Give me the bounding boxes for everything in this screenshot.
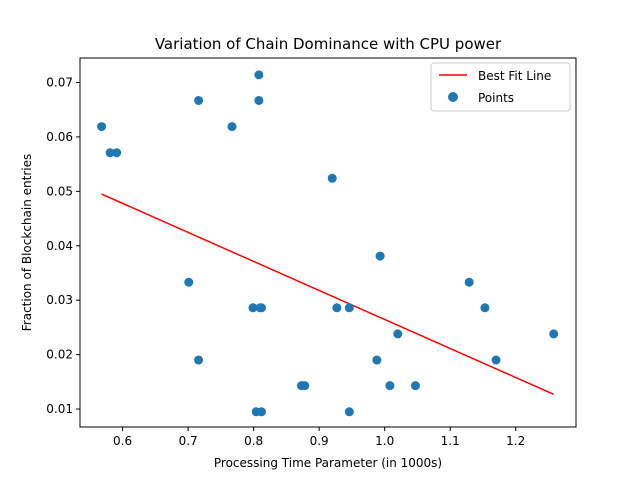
x-tick-label: 0.8: [244, 434, 263, 448]
data-point: [491, 355, 501, 365]
data-point: [464, 277, 474, 287]
x-axis-label: Processing Time Parameter (in 1000s): [214, 456, 442, 470]
y-tick-label: 0.02: [46, 348, 73, 362]
axes: [79, 57, 577, 428]
y-tick-label: 0.06: [46, 130, 73, 144]
legend-point-swatch: [448, 92, 458, 102]
data-point: [227, 122, 237, 132]
y-axis-ticks: 0.01 0.02 0.03 0.04 0.05 0.06 0.07: [46, 75, 80, 416]
legend: Best Fit Line Points: [430, 62, 571, 112]
plot-frame: [79, 57, 577, 428]
x-axis-ticks: 0.6 0.7 0.8 0.9 1.0 1.1 1.2: [113, 427, 525, 448]
data-point: [393, 329, 403, 339]
y-tick-label: 0.04: [46, 239, 73, 253]
data-point: [112, 148, 122, 158]
data-point: [300, 381, 310, 391]
x-tick-label: 1.1: [441, 434, 460, 448]
data-point: [256, 303, 266, 313]
data-point: [410, 381, 420, 391]
data-point: [97, 122, 107, 132]
data-point: [344, 407, 354, 417]
data-point: [254, 95, 264, 105]
x-tick-label: 1.2: [506, 434, 525, 448]
plot-area: [97, 70, 559, 417]
data-point: [105, 148, 115, 158]
data-point: [480, 303, 490, 313]
data-point: [375, 251, 385, 261]
x-tick-label: 0.6: [113, 434, 132, 448]
data-point: [254, 70, 264, 80]
data-point: [248, 303, 258, 313]
y-axis-label: Fraction of Blockchain entries: [20, 154, 34, 331]
y-tick-label: 0.03: [46, 293, 73, 307]
chart-title: Variation of Chain Dominance with CPU po…: [155, 35, 502, 53]
legend-label-best-fit: Best Fit Line: [478, 69, 551, 83]
data-point: [256, 407, 266, 417]
data-point: [194, 355, 204, 365]
y-tick-label: 0.05: [46, 184, 73, 198]
legend-label-points: Points: [478, 91, 514, 105]
x-tick-label: 0.7: [179, 434, 198, 448]
data-point: [385, 381, 395, 391]
data-point: [344, 303, 354, 313]
data-point: [332, 303, 342, 313]
data-point: [184, 277, 194, 287]
data-point: [372, 355, 382, 365]
y-tick-label: 0.01: [46, 402, 73, 416]
y-tick-label: 0.07: [46, 75, 73, 89]
data-point: [194, 95, 204, 105]
best-fit-line: [101, 193, 555, 396]
x-tick-label: 1.0: [375, 434, 394, 448]
data-point: [549, 329, 559, 339]
x-tick-label: 0.9: [310, 434, 329, 448]
data-point: [327, 173, 337, 183]
